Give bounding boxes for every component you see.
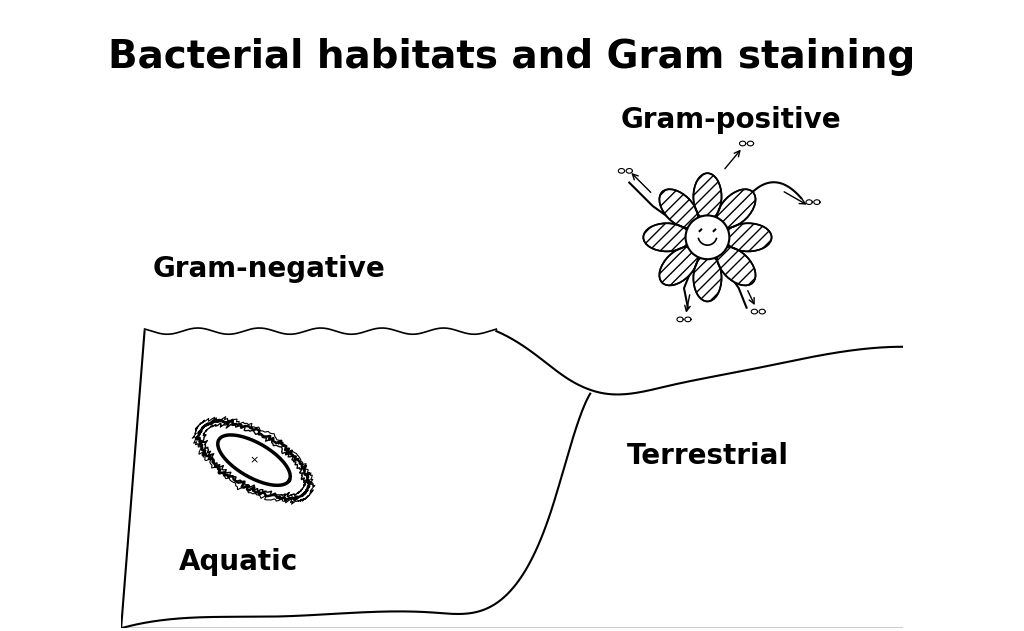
- Text: Gram-negative: Gram-negative: [153, 254, 385, 283]
- Text: Aquatic: Aquatic: [179, 548, 298, 575]
- Circle shape: [685, 215, 729, 259]
- Text: Bacterial habitats and Gram staining: Bacterial habitats and Gram staining: [109, 38, 915, 76]
- Text: ×: ×: [249, 455, 259, 465]
- Ellipse shape: [717, 247, 756, 285]
- Ellipse shape: [717, 189, 756, 228]
- Ellipse shape: [659, 247, 698, 285]
- Ellipse shape: [659, 189, 698, 228]
- Ellipse shape: [693, 174, 722, 220]
- Ellipse shape: [725, 223, 771, 251]
- Text: Terrestrial: Terrestrial: [627, 442, 788, 470]
- Text: Gram-positive: Gram-positive: [621, 106, 842, 134]
- Ellipse shape: [643, 223, 690, 251]
- Ellipse shape: [693, 254, 722, 302]
